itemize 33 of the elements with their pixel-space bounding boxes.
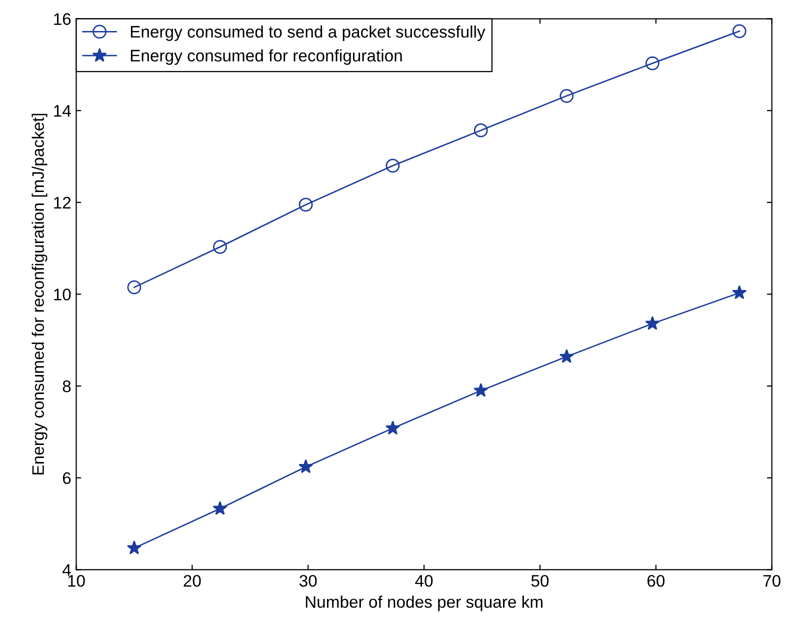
- point: [127, 280, 142, 294]
- y-tick-label: 14: [54, 105, 71, 117]
- x-tick-label: 50: [531, 574, 549, 587]
- y-tick-label: 16: [54, 13, 71, 25]
- point: [559, 349, 574, 363]
- x-tick-label: 70: [763, 574, 780, 587]
- point: [386, 158, 400, 173]
- point: [732, 24, 746, 38]
- x-tick-label: 60: [647, 574, 665, 587]
- x-tick-label: 30: [299, 574, 317, 587]
- point: [474, 123, 488, 138]
- y-tick-label: 12: [54, 196, 71, 208]
- point: [560, 88, 574, 103]
- point: [474, 382, 488, 397]
- point: [298, 198, 313, 212]
- y-tick-label: 8: [62, 380, 71, 392]
- y-tick-label: 6: [62, 472, 71, 484]
- y-tick-label: 4: [62, 564, 71, 576]
- point: [212, 500, 228, 515]
- point: [645, 316, 660, 330]
- y-axis-title: Energy consumed for reconfiguration [mJ/packet]: [32, 114, 48, 474]
- y-tick-label: 10: [54, 288, 71, 300]
- point: [126, 540, 142, 554]
- x-tick-label: 40: [415, 574, 433, 587]
- legend-label: Energy consumed for reconfiguration: [130, 49, 402, 65]
- point: [732, 285, 747, 300]
- legend-label: Energy consumed to send a packet successfully: [130, 25, 486, 41]
- point: [645, 56, 660, 70]
- x-axis-title: Number of nodes per square km: [306, 596, 542, 612]
- point: [298, 459, 314, 474]
- point: [213, 240, 227, 254]
- point: [385, 420, 400, 435]
- x-tick-label: 20: [184, 574, 201, 587]
